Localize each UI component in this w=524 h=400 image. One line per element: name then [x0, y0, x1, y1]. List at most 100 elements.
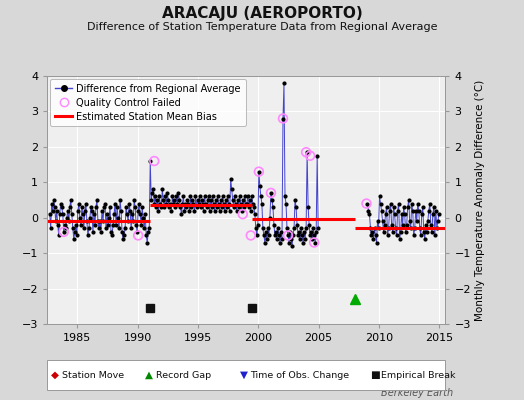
Point — [223, 204, 231, 210]
Text: ◆: ◆ — [51, 370, 59, 380]
Point — [150, 200, 158, 207]
Point — [156, 200, 165, 207]
Point — [268, 197, 276, 203]
Point — [420, 229, 428, 235]
Point — [205, 208, 214, 214]
Point — [209, 193, 217, 200]
Point — [377, 208, 386, 214]
Point — [296, 236, 304, 242]
Point — [179, 193, 188, 200]
Point — [64, 218, 73, 224]
Point — [141, 211, 149, 217]
Point — [59, 211, 67, 217]
Point — [103, 211, 111, 217]
Point — [282, 200, 290, 207]
Point — [299, 239, 307, 246]
Point — [212, 204, 221, 210]
Point — [423, 218, 432, 224]
Point — [292, 204, 300, 210]
Point — [165, 204, 173, 210]
Point — [199, 208, 208, 214]
Point — [184, 200, 193, 207]
Point — [391, 225, 400, 232]
Point — [94, 218, 102, 224]
Point — [232, 200, 240, 207]
Point — [287, 236, 295, 242]
Point — [71, 229, 79, 235]
Point — [228, 197, 237, 203]
Point — [74, 200, 83, 207]
Point — [57, 200, 65, 207]
Point — [424, 208, 433, 214]
Point — [176, 204, 184, 210]
Point — [155, 193, 163, 200]
Point — [140, 225, 148, 232]
Point — [154, 208, 162, 214]
Point — [136, 211, 145, 217]
Point — [270, 222, 278, 228]
Point — [203, 197, 212, 203]
Point — [226, 176, 235, 182]
Point — [93, 197, 101, 203]
Point — [238, 197, 247, 203]
Point — [114, 214, 122, 221]
Point — [223, 193, 232, 200]
Point — [231, 193, 239, 200]
Point — [220, 200, 228, 207]
Point — [248, 200, 257, 207]
Point — [249, 204, 258, 210]
Point — [92, 204, 100, 210]
Point — [407, 225, 415, 232]
Point — [173, 200, 182, 207]
Text: ARACAJU (AEROPORTO): ARACAJU (AEROPORTO) — [161, 6, 363, 21]
Point — [235, 204, 243, 210]
Point — [146, 158, 155, 164]
Point — [175, 197, 183, 203]
Point — [89, 229, 97, 235]
Point — [392, 232, 401, 239]
Point — [309, 225, 318, 232]
Point — [418, 211, 426, 217]
Point — [227, 186, 236, 192]
Point — [302, 225, 310, 232]
Point — [253, 232, 261, 239]
Point — [137, 222, 145, 228]
Point — [143, 239, 151, 246]
Text: ■: ■ — [370, 370, 379, 380]
Point — [145, 225, 154, 232]
Point — [256, 183, 264, 189]
Point — [385, 208, 394, 214]
Point — [264, 225, 272, 232]
Point — [225, 208, 234, 214]
Point — [245, 204, 253, 210]
Point — [138, 204, 146, 210]
Point — [110, 211, 118, 217]
Point — [261, 239, 269, 246]
Point — [210, 200, 218, 207]
Point — [283, 225, 291, 232]
Point — [250, 211, 259, 217]
Point — [211, 208, 219, 214]
Point — [293, 222, 301, 228]
Point — [435, 211, 443, 217]
Point — [370, 225, 379, 232]
Point — [202, 204, 211, 210]
Point — [239, 204, 248, 210]
Point — [395, 200, 403, 207]
Point — [375, 193, 384, 200]
Point — [144, 229, 152, 235]
Point — [408, 200, 416, 207]
Point — [248, 193, 256, 200]
Point — [366, 225, 375, 232]
Text: ▼: ▼ — [239, 370, 248, 380]
Point — [163, 190, 171, 196]
Point — [102, 225, 110, 232]
Point — [272, 229, 280, 235]
Point — [178, 200, 187, 207]
Point — [411, 208, 420, 214]
Point — [255, 168, 263, 175]
Point — [104, 222, 112, 228]
Point — [73, 232, 81, 239]
Point — [304, 204, 312, 210]
Point — [237, 208, 246, 214]
